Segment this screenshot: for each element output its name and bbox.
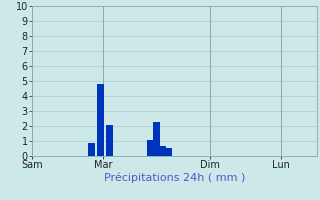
X-axis label: Précipitations 24h ( mm ): Précipitations 24h ( mm )	[104, 173, 245, 183]
Bar	[159, 146, 166, 156]
Bar	[153, 121, 160, 156]
Bar	[97, 84, 104, 156]
Bar	[147, 140, 154, 156]
Bar	[106, 124, 113, 156]
Bar	[165, 148, 172, 156]
Bar	[88, 142, 95, 156]
